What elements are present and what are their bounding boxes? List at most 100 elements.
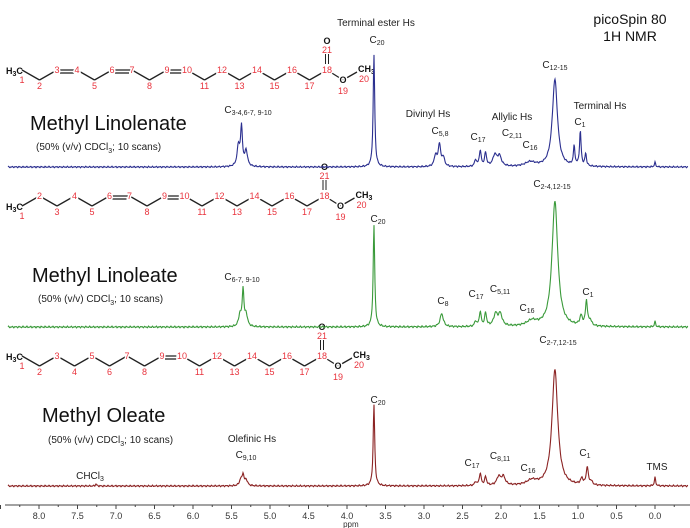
- peak-label: C2-4,12-15: [533, 179, 570, 191]
- peak-label-main: C: [579, 448, 586, 459]
- atom-number: 3: [54, 351, 59, 361]
- peak-group-label: Olefinic Hs: [228, 434, 276, 445]
- peak-group-label: Terminal ester Hs: [337, 18, 415, 29]
- peak-label: C3-4,6-7, 9-10: [224, 105, 271, 117]
- peak-label-sub: 2-7,12-15: [547, 340, 577, 347]
- peak-label: C5,11: [490, 284, 510, 296]
- bond: [204, 69, 223, 81]
- bond: [256, 69, 275, 81]
- atom-number: 9: [164, 65, 169, 75]
- peak-label-sub: 16: [528, 468, 536, 475]
- x-tick-label: 7.0: [110, 511, 123, 521]
- cond-text: (50% (v/v) CDCl: [38, 294, 110, 305]
- bond: [181, 355, 200, 367]
- peak-label-sub: 1: [590, 292, 594, 299]
- peak-label-sub: 8: [445, 301, 449, 308]
- cond-sub: 3: [110, 300, 114, 307]
- peak-label-main: C: [468, 289, 475, 300]
- bond: [184, 195, 203, 207]
- atom-number: 20: [354, 360, 364, 370]
- bond: [337, 357, 353, 367]
- peak-label-main: C: [432, 126, 439, 137]
- atom-number: 4: [74, 65, 79, 75]
- atom-number: 1: [19, 75, 24, 85]
- atom-number: 6: [107, 191, 112, 201]
- peak-label: C16: [522, 140, 537, 152]
- peak-label: C16: [520, 463, 535, 475]
- bond: [239, 69, 258, 81]
- bond: [76, 69, 95, 81]
- x-tick-label: 4.5: [302, 511, 315, 521]
- annotations: Methyl Linolenate(50% (v/v) CDCl3; 10 sc…: [30, 18, 668, 483]
- bond: [321, 355, 339, 367]
- atom-number: 16: [284, 191, 294, 201]
- bond: [291, 69, 310, 81]
- bond: [201, 195, 220, 207]
- spectrum-line-1: [7, 200, 689, 329]
- peak-label-main: C: [236, 450, 243, 461]
- peak-label-sub: 5,11: [497, 289, 510, 296]
- peak-label-sub: 6-7, 9-10: [232, 277, 260, 284]
- x-tick-label: 2.0: [495, 511, 508, 521]
- peak-label: C17: [468, 289, 483, 301]
- conditions-label: (50% (v/v) CDCl3; 10 scans): [38, 294, 163, 307]
- atom-number: 13: [234, 81, 244, 91]
- peak-label: C2,11: [502, 128, 522, 140]
- peak-label: C12-15: [542, 60, 567, 72]
- bond: [269, 355, 288, 367]
- bond: [251, 355, 270, 367]
- atom-number: 8: [142, 367, 147, 377]
- x-tick-label: 1.0: [572, 511, 585, 521]
- atom-number: 11: [195, 367, 204, 377]
- methyl-group-label: H3C: [6, 66, 23, 78]
- atom-number: 14: [252, 65, 262, 75]
- peak-label: C2-7,12-15: [539, 335, 576, 347]
- bond: [342, 71, 358, 81]
- atom-number: 19: [335, 212, 345, 222]
- x-tick-label: 4.0: [341, 511, 354, 521]
- peak-label: C20: [370, 395, 385, 407]
- atom-number: 13: [229, 367, 239, 377]
- bond: [309, 69, 328, 81]
- atom-number: 16: [282, 351, 292, 361]
- atom-number: 18: [319, 191, 329, 201]
- peak-label-sub: 1: [582, 122, 586, 129]
- bond: [39, 355, 58, 367]
- peak-label-sub: 20: [378, 400, 386, 407]
- atom-number: 21: [322, 45, 332, 55]
- bond: [94, 69, 113, 81]
- bond: [129, 195, 148, 207]
- bond: [39, 195, 58, 207]
- atom-number: 18: [317, 351, 327, 361]
- x-tick-label: 1.5: [533, 511, 546, 521]
- atom-number: 3: [54, 65, 59, 75]
- atom-number: 2: [37, 191, 42, 201]
- bond: [186, 69, 205, 81]
- atom-number: 6: [109, 65, 114, 75]
- atom-number: 4: [72, 191, 77, 201]
- bond: [91, 195, 110, 207]
- bond: [74, 355, 93, 367]
- atom-number: 7: [127, 191, 132, 201]
- atom-number: 15: [269, 81, 279, 91]
- peak-label: TMS: [646, 462, 667, 473]
- bond: [149, 69, 168, 81]
- bond: [221, 69, 240, 81]
- atom-number: 5: [89, 207, 94, 217]
- x-tick-label: 6.0: [187, 511, 200, 521]
- atom-number: 19: [338, 86, 348, 96]
- peak-label: C6-7, 9-10: [224, 272, 259, 284]
- bond: [304, 355, 323, 367]
- bond: [236, 195, 255, 207]
- peak-label-sub: 2,11: [509, 133, 522, 140]
- x-tick-label: 2.5: [456, 511, 469, 521]
- peak-label: C5,8: [432, 126, 449, 138]
- bond: [56, 195, 75, 207]
- peak-label-main: CHCl: [76, 471, 100, 482]
- compound-name: Methyl Linoleate: [32, 265, 178, 287]
- peak-label-main: C: [464, 458, 471, 469]
- peak-label-main: C: [490, 451, 497, 462]
- atom-number: 20: [356, 200, 366, 210]
